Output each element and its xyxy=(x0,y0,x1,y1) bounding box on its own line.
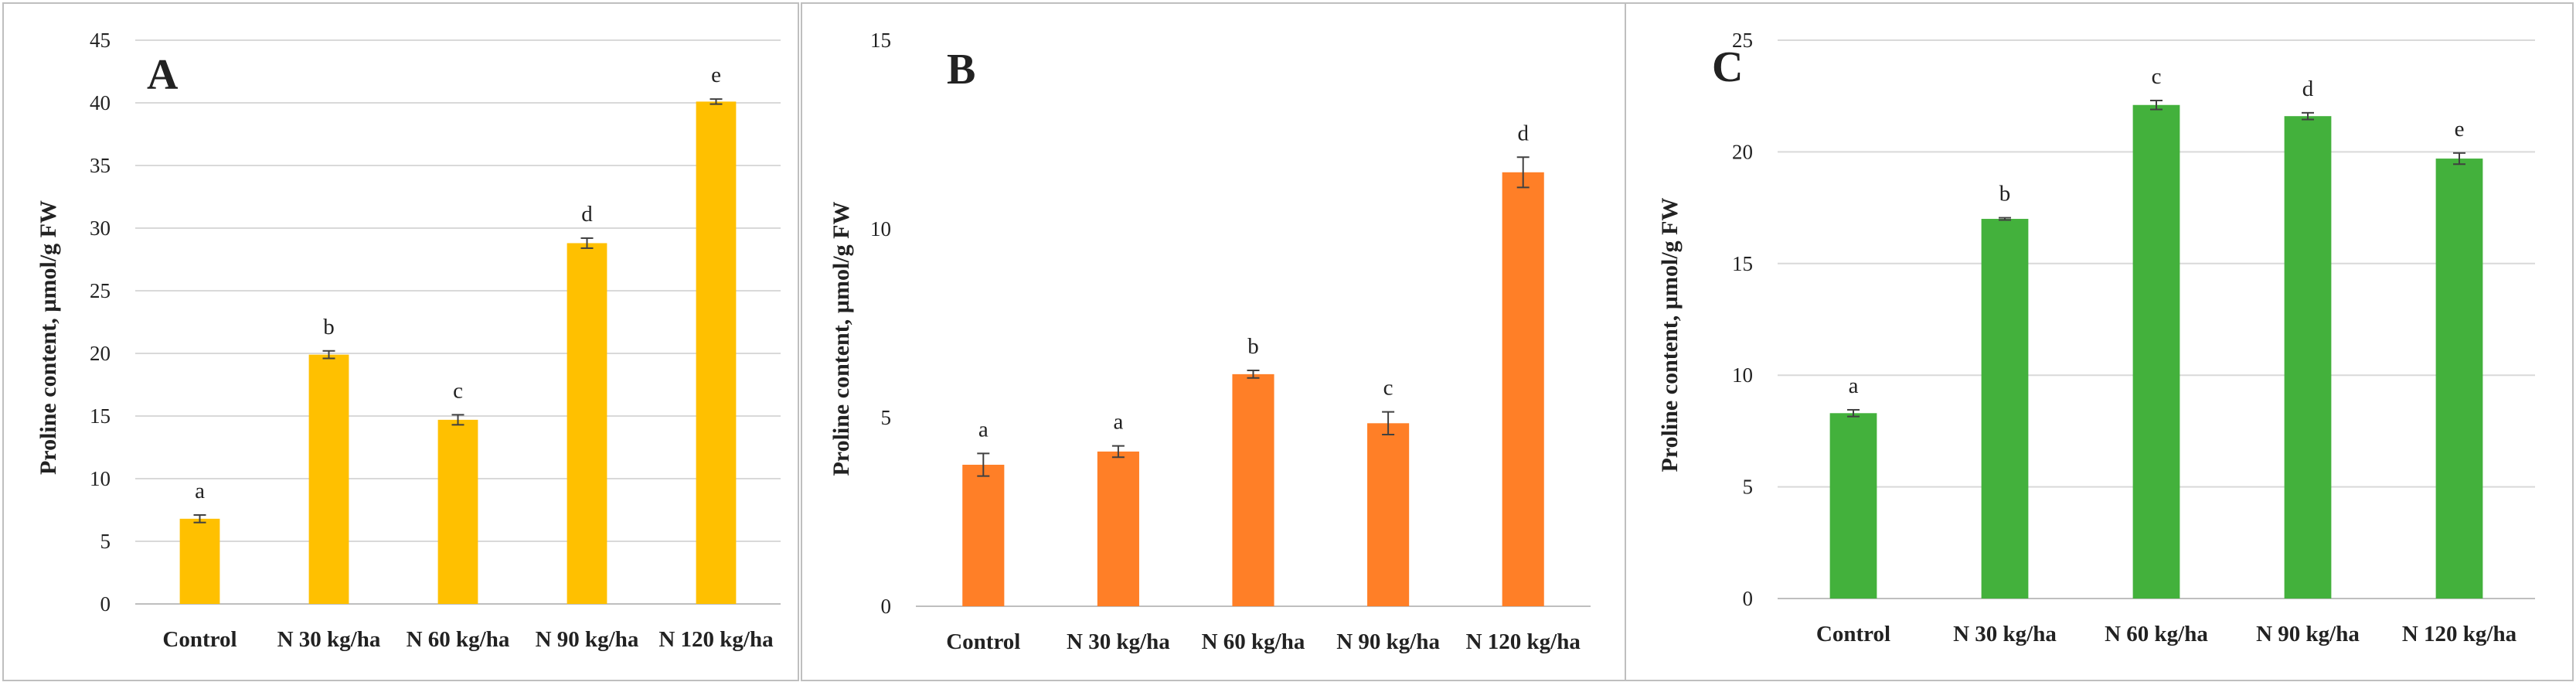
bar xyxy=(437,419,478,604)
y-tick-label: 45 xyxy=(90,29,111,52)
panel-label: B xyxy=(947,46,975,94)
significance-letter: a xyxy=(195,479,205,503)
panel-frame xyxy=(1625,2,2574,681)
bar xyxy=(1829,413,1877,599)
category-label: N 60 kg/ha xyxy=(2105,622,2208,646)
y-tick-label: 15 xyxy=(870,29,891,52)
y-tick-label: 40 xyxy=(90,91,111,114)
significance-letter: a xyxy=(1849,373,1859,398)
y-tick-label: 25 xyxy=(1732,29,1753,52)
y-tick-label: 10 xyxy=(90,467,111,490)
bar xyxy=(2284,116,2332,599)
y-tick-label: 35 xyxy=(90,154,111,177)
y-tick-label: 10 xyxy=(870,217,891,240)
chart-panel-b: 0 5 10 15 Proline content, µmol/g FW Ba Contro… xyxy=(801,2,1626,681)
panel-label: C xyxy=(1712,43,1743,91)
significance-letter: b xyxy=(1999,182,2011,206)
bar xyxy=(1232,373,1274,606)
significance-letter: d xyxy=(581,202,593,227)
significance-letter: d xyxy=(1517,121,1529,145)
significance-letter: a xyxy=(1113,410,1123,435)
y-tick-label: 15 xyxy=(90,404,111,428)
y-tick-label: 25 xyxy=(90,279,111,302)
bar xyxy=(1367,423,1410,606)
category-label: N 120 kg/ha xyxy=(1466,629,1581,654)
y-tick-label: 15 xyxy=(1732,252,1753,275)
panel-frame xyxy=(801,2,1626,681)
y-tick-label: 5 xyxy=(1743,476,1754,499)
bar xyxy=(1502,172,1544,607)
chart-panel-a: 0 5 10 15 20 25 30 35 40 45 Proline content, µmol/… xyxy=(2,2,799,681)
category-label: Control xyxy=(1816,622,1890,646)
y-tick-label: 0 xyxy=(881,595,892,618)
category-label: N 120 kg/ha xyxy=(658,627,774,652)
y-tick-label: 0 xyxy=(100,592,111,616)
significance-letter: d xyxy=(2302,77,2314,101)
bar xyxy=(308,354,349,604)
y-tick-label: 20 xyxy=(1732,140,1753,163)
y-axis-label: Proline content, µmol/g FW xyxy=(1657,197,1683,472)
bar xyxy=(696,101,737,604)
category-label: N 90 kg/ha xyxy=(2256,622,2360,646)
significance-letter: c xyxy=(453,378,463,403)
category-label: N 120 kg/ha xyxy=(2402,622,2517,646)
panel-frame xyxy=(2,2,799,681)
significance-letter: b xyxy=(1247,334,1259,359)
bar xyxy=(1097,451,1139,606)
bar xyxy=(962,465,1005,606)
bar xyxy=(179,518,220,604)
significance-letter: a xyxy=(978,417,989,442)
category-label: Control xyxy=(162,627,237,652)
category-label: N 30 kg/ha xyxy=(277,627,381,652)
panel-label: A xyxy=(147,51,179,99)
category-label: Control xyxy=(946,629,1020,654)
y-tick-label: 20 xyxy=(90,342,111,365)
category-label: N 60 kg/ha xyxy=(407,627,510,652)
bar xyxy=(567,243,607,604)
y-tick-label: 5 xyxy=(100,530,111,553)
category-label: N 30 kg/ha xyxy=(1067,629,1170,654)
chart-panel-c: 0 5 10 15 20 25 Proline content, µmol/g FW Ca Co… xyxy=(1625,2,2574,681)
y-tick-label: 10 xyxy=(1732,363,1753,387)
category-label: N 60 kg/ha xyxy=(1202,629,1305,654)
y-axis-label: Proline content, µmol/g FW xyxy=(829,201,854,476)
significance-letter: c xyxy=(1383,376,1393,401)
category-label: N 30 kg/ha xyxy=(1953,622,2057,646)
category-label: N 90 kg/ha xyxy=(1336,629,1440,654)
bar xyxy=(2435,159,2483,599)
y-axis-label: Proline content, µmol/g FW xyxy=(36,200,61,475)
category-label: N 90 kg/ha xyxy=(536,627,639,652)
significance-letter: e xyxy=(711,63,721,87)
y-tick-label: 5 xyxy=(881,406,892,429)
significance-letter: c xyxy=(2152,64,2162,89)
bar xyxy=(2132,104,2180,599)
significance-letter: e xyxy=(2455,117,2465,142)
bar xyxy=(1981,219,2029,599)
y-tick-label: 0 xyxy=(1743,587,1754,610)
significance-letter: b xyxy=(323,315,335,339)
y-tick-label: 30 xyxy=(90,217,111,240)
